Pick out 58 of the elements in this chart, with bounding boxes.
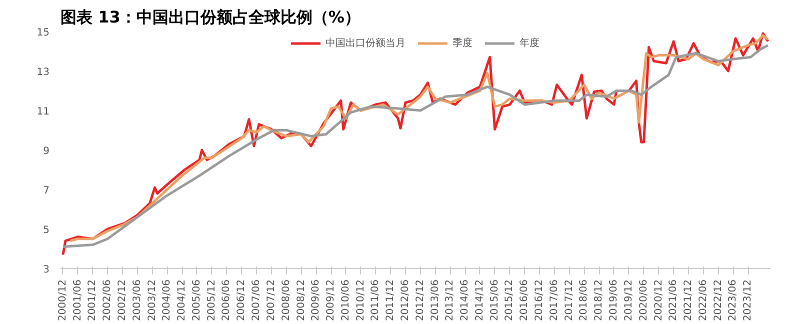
x-tick-label: 2015/12	[504, 279, 516, 322]
chart-title: 图表 13：中国出口份额占全球比例（%）	[60, 8, 360, 26]
x-tick-label: 2015/06	[489, 279, 500, 322]
x-tick-label: 2018/06	[578, 279, 590, 322]
y-tick-label: 11	[36, 106, 50, 118]
x-tick-label: 2002/06	[102, 279, 114, 322]
x-tick-label: 2020/12	[653, 279, 664, 322]
x-tick-label: 2010/12	[355, 279, 366, 322]
y-tick-label: 5	[43, 225, 50, 236]
x-tick-label: 2023/06	[728, 279, 739, 322]
y-tick-label: 15	[36, 28, 50, 38]
y-tick-label: 9	[43, 146, 50, 157]
x-tick-label: 2007/06	[250, 279, 262, 322]
legend-label: 年度	[520, 36, 540, 50]
x-tick-label: 2001/12	[87, 279, 98, 322]
x-tick-label: 2022/12	[712, 279, 724, 322]
x-tick-label: 2017/12	[564, 279, 575, 322]
legend-label: 季度	[452, 36, 472, 50]
x-tick-label: 2005/06	[191, 279, 202, 322]
x-tick-label: 2016/12	[534, 279, 546, 322]
x-tick-label: 2004/12	[176, 279, 188, 322]
x-tick-label: 2011/06	[370, 279, 382, 322]
x-tick-label: 2002/12	[116, 279, 128, 322]
x-tick-label: 2014/06	[460, 279, 471, 322]
x-tick-label: 2011/12	[385, 279, 396, 322]
x-tick-label: 2017/06	[548, 279, 560, 322]
x-tick-label: 2006/06	[221, 279, 232, 322]
x-tick-label: 2006/12	[236, 279, 248, 322]
x-tick-label: 2009/06	[310, 279, 322, 322]
x-tick-label: 2020/06	[638, 279, 650, 322]
x-tick-label: 2022/06	[698, 279, 709, 322]
x-tick-label: 2003/06	[132, 279, 143, 322]
x-tick-label: 2003/12	[146, 279, 158, 322]
x-tick-label: 2009/12	[326, 279, 337, 322]
x-tick-label: 2023/12	[742, 279, 754, 322]
x-tick-label: 2012/06	[400, 279, 412, 322]
x-tick-label: 2005/12	[206, 279, 218, 322]
x-tick-label: 2008/12	[296, 279, 307, 322]
x-tick-label: 2008/06	[280, 279, 292, 322]
y-tick-label: 7	[43, 186, 50, 196]
x-tick-label: 2021/06	[668, 279, 680, 322]
x-tick-label: 2010/06	[340, 279, 352, 322]
x-tick-label: 2007/12	[266, 279, 277, 322]
x-tick-label: 2013/06	[430, 279, 441, 322]
y-tick-label: 13	[36, 67, 50, 78]
x-tick-label: 2000/12	[57, 279, 68, 322]
x-tick-label: 2019/06	[608, 279, 620, 322]
x-tick-label: 2016/06	[519, 279, 530, 322]
x-tick-label: 2019/12	[623, 279, 634, 322]
legend-label: 中国出口份额当月	[326, 36, 406, 50]
y-tick-label: 3	[43, 264, 50, 276]
x-tick-label: 2004/06	[162, 279, 173, 322]
x-tick-label: 2013/12	[444, 279, 456, 322]
x-tick-label: 2012/12	[414, 279, 426, 322]
x-tick-label: 2014/12	[474, 279, 486, 322]
x-tick-label: 2021/12	[683, 279, 694, 322]
x-tick-label: 2018/12	[594, 279, 605, 322]
x-tick-label: 2001/06	[72, 279, 84, 322]
